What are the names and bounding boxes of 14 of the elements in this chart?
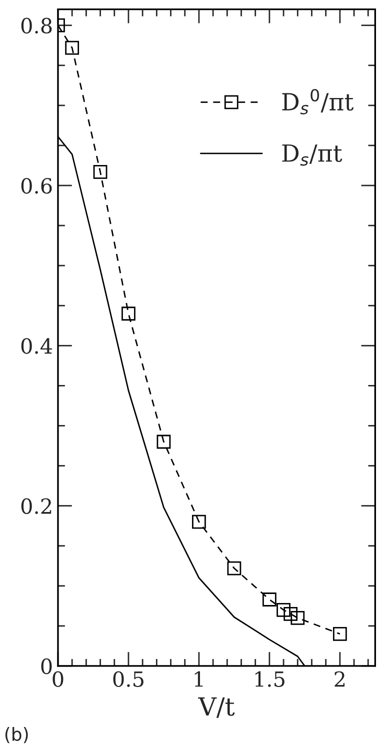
text: (b): [5, 727, 28, 744]
legend-label: D$_{s}$$^{0}$/πt: [282, 89, 354, 114]
y-tick-label: 0.2: [21, 498, 52, 514]
x-tick-label: 1: [194, 671, 203, 687]
y-tick-label: 0: [41, 658, 52, 674]
x-tick-label: 1.5: [255, 671, 284, 687]
x-axis-title: V/t: [198, 697, 235, 718]
x-tick-label: 0.5: [113, 671, 144, 687]
y-tick-label: 0.4: [21, 338, 52, 354]
y-tick-label: 0.6: [21, 178, 52, 194]
legend-label: D$_{s}$/πt: [282, 144, 342, 166]
x-tick-label: 0: [52, 671, 64, 687]
x-tick-label: 2: [334, 671, 345, 687]
y-tick-label: 0.8: [21, 18, 52, 34]
